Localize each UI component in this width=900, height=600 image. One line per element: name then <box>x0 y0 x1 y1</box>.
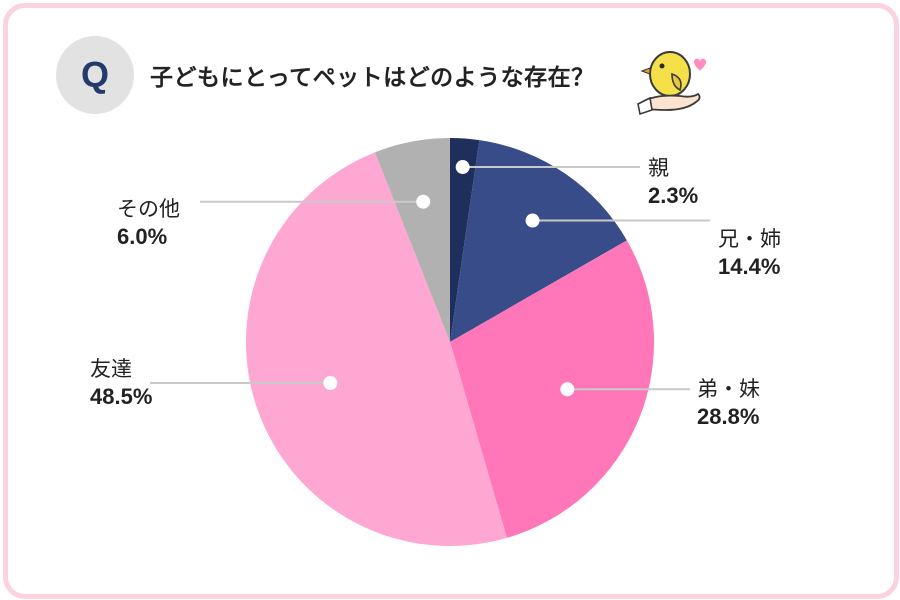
leader-dot <box>455 160 470 175</box>
label-otouto-imouto-value: 28.8% <box>697 404 760 429</box>
label-ani-ane: 兄・姉 14.4% <box>718 225 781 281</box>
leader-dot <box>323 375 338 390</box>
label-sonota: その他 6.0% <box>117 195 180 251</box>
leader-dot <box>560 382 575 397</box>
question-title: 子どもにとってペットはどのような存在？ <box>150 65 595 91</box>
label-oya: 親 2.3% <box>648 154 698 210</box>
pie-slice <box>245 152 507 547</box>
label-oya-name: 親 <box>648 156 669 180</box>
question-badge: Q <box>56 36 134 114</box>
label-tomodachi-value: 48.5% <box>90 384 153 409</box>
leader-lines <box>150 160 710 397</box>
label-tomodachi-name: 友達 <box>90 357 132 381</box>
leader-dot <box>416 194 431 209</box>
pie-slice <box>450 240 655 538</box>
label-ani-ane-name: 兄・姉 <box>718 227 781 251</box>
pie-slices <box>245 138 655 547</box>
pie-slice <box>450 140 627 342</box>
label-sonota-value: 6.0% <box>117 224 168 249</box>
label-ani-ane-value: 14.4% <box>718 254 781 279</box>
bird-on-hand-icon <box>637 51 706 116</box>
label-otouto-imouto: 弟・妹 28.8% <box>697 375 760 431</box>
leader-dot <box>525 213 540 228</box>
pie-slice <box>374 138 450 342</box>
label-otouto-imouto-name: 弟・妹 <box>697 377 760 401</box>
label-sonota-name: その他 <box>117 197 180 221</box>
pie-slice <box>450 138 480 342</box>
label-tomodachi: 友達 48.5% <box>90 355 152 411</box>
label-oya-value: 2.3% <box>648 183 699 208</box>
